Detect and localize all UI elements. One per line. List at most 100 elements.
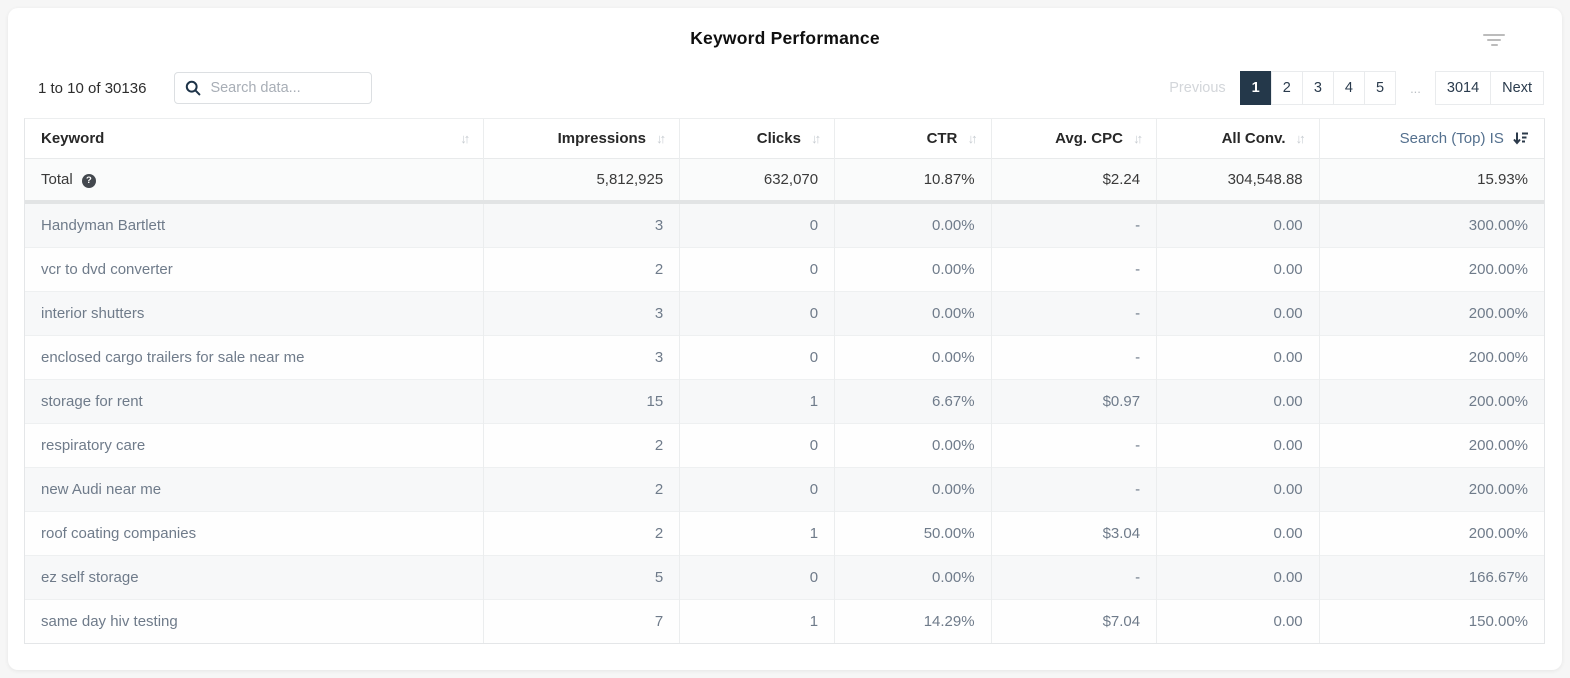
pagination-page-3[interactable]: 3 [1301,71,1334,105]
all-conv-cell: 0.00 [1156,291,1320,336]
search-top-is-cell: 200.00% [1318,247,1544,292]
sort-updown-icon[interactable]: ↓↑ [811,131,821,146]
table-row[interactable]: respiratory care 2 0 0.00% - 0.00 200.00… [25,423,1544,468]
column-label: Clicks [756,130,801,147]
table-row[interactable]: same day hiv testing 7 1 14.29% $7.04 0.… [25,599,1544,643]
search-top-is-cell: 200.00% [1318,423,1544,468]
total-label-cell: Total ? [25,158,484,204]
search-box[interactable] [174,72,373,104]
filter-bar [1483,34,1505,36]
impressions-cell: 3 [483,335,680,380]
clicks-cell: 0 [679,202,835,248]
table-row[interactable]: enclosed cargo trailers for sale near me… [25,335,1544,380]
keyword-table: ↓↑ Keyword Impressions ↓↑ Clicks ↓↑ CTR … [24,118,1545,644]
impressions-cell: 5 [483,555,680,600]
ctr-cell: 50.00% [834,511,992,556]
impressions-cell: 2 [483,247,680,292]
avg-cpc-cell: - [990,555,1157,600]
impressions-cell: 2 [483,467,680,512]
pagination-previous-button[interactable]: Previous [1169,80,1226,96]
total-impressions: 5,812,925 [483,158,680,204]
filter-lines-icon[interactable] [1482,34,1506,50]
clicks-cell: 1 [679,511,835,556]
impressions-cell: 3 [483,202,680,248]
search-input[interactable] [210,80,362,96]
keyword-cell: enclosed cargo trailers for sale near me [25,335,484,380]
keyword-cell: new Audi near me [25,467,484,512]
table-row[interactable]: interior shutters 3 0 0.00% - 0.00 200.0… [25,291,1544,336]
table-header: ↓↑ Keyword Impressions ↓↑ Clicks ↓↑ CTR … [25,119,1544,159]
pagination-page-5[interactable]: 5 [1363,71,1397,105]
pagination-next-button[interactable]: Next [1490,71,1544,105]
all-conv-cell: 0.00 [1156,335,1320,380]
column-label: CTR [926,130,958,147]
keyword-cell: storage for rent [25,379,484,424]
pagination-last-page-button[interactable]: 3014 [1434,71,1492,105]
search-top-is-cell: 200.00% [1318,291,1544,336]
column-label: Keyword [41,130,105,147]
ctr-cell: 0.00% [834,555,992,600]
column-header-ctr[interactable]: CTR ↓↑ [834,119,992,159]
all-conv-cell: 0.00 [1156,423,1320,468]
all-conv-cell: 0.00 [1156,379,1320,424]
column-header-avg-cpc[interactable]: Avg. CPC ↓↑ [990,119,1157,159]
search-top-is-cell: 300.00% [1318,202,1544,248]
sort-updown-icon[interactable]: ↓↑ [967,131,978,146]
table-row[interactable]: ez self storage 5 0 0.00% - 0.00 166.67% [25,555,1544,600]
table-row[interactable]: new Audi near me 2 0 0.00% - 0.00 200.00… [25,467,1544,512]
sort-amount-desc-icon [1513,132,1528,145]
search-icon [186,80,201,96]
avg-cpc-cell: - [990,423,1157,468]
total-label: Total [41,171,73,188]
ctr-cell: 0.00% [834,423,992,468]
avg-cpc-cell: $3.04 [990,511,1157,556]
clicks-cell: 0 [679,335,835,380]
filter-bar [1487,39,1501,41]
avg-cpc-cell: $0.97 [990,379,1157,424]
column-header-all-conv[interactable]: All Conv. ↓↑ [1156,119,1320,159]
column-header-keyword[interactable]: ↓↑ Keyword [25,119,484,159]
avg-cpc-cell: - [990,467,1157,512]
table-row[interactable]: storage for rent 15 1 6.67% $0.97 0.00 2… [25,379,1544,424]
column-header-impressions[interactable]: Impressions ↓↑ [483,119,680,159]
column-header-search-top-is[interactable]: Search (Top) IS [1318,119,1544,159]
table-row[interactable]: roof coating companies 2 1 50.00% $3.04 … [25,511,1544,556]
impressions-cell: 15 [483,379,680,424]
pagination: Previous 1 2 3 4 5 ... 3014 Next [1169,71,1544,105]
table-total-section: Total ? 5,812,925 632,070 10.87% $2.24 3… [25,158,1544,204]
avg-cpc-cell: - [990,291,1157,336]
avg-cpc-cell: - [990,202,1157,248]
search-top-is-cell: 200.00% [1318,335,1544,380]
table-row[interactable]: vcr to dvd converter 2 0 0.00% - 0.00 20… [25,247,1544,292]
sort-updown-icon[interactable]: ↓↑ [460,131,470,146]
sort-updown-icon[interactable]: ↓↑ [1133,131,1143,146]
ctr-cell: 14.29% [834,599,992,643]
total-clicks: 632,070 [679,158,835,204]
total-row: Total ? 5,812,925 632,070 10.87% $2.24 3… [25,158,1544,204]
all-conv-cell: 0.00 [1156,202,1320,248]
keyword-cell: interior shutters [25,291,484,336]
pagination-page-1[interactable]: 1 [1239,71,1272,105]
avg-cpc-cell: $7.04 [990,599,1157,643]
pagination-page-4[interactable]: 4 [1332,71,1365,105]
sort-updown-icon[interactable]: ↓↑ [1295,131,1306,146]
pagination-page-2[interactable]: 2 [1270,71,1303,105]
clicks-cell: 0 [679,467,835,512]
keyword-cell: respiratory care [25,423,484,468]
column-header-clicks[interactable]: Clicks ↓↑ [679,119,835,159]
search-top-is-cell: 200.00% [1318,511,1544,556]
total-ctr: 10.87% [834,158,992,204]
table-row[interactable]: Handyman Bartlett 3 0 0.00% - 0.00 300.0… [25,202,1544,248]
page-title: Keyword Performance [690,28,880,48]
sort-updown-icon[interactable]: ↓↑ [656,131,666,146]
ctr-cell: 0.00% [834,335,992,380]
search-top-is-cell: 200.00% [1318,379,1544,424]
clicks-cell: 1 [679,599,835,643]
total-search-top-is: 15.93% [1318,158,1544,204]
ctr-cell: 0.00% [834,247,992,292]
keyword-performance-card: Keyword Performance 1 to 10 of 30136 Pre… [8,8,1562,670]
question-info-icon[interactable]: ? [81,173,96,188]
row-range-label: 1 to 10 of 30136 [38,79,147,97]
clicks-cell: 0 [679,423,835,468]
table-body: Handyman Bartlett 3 0 0.00% - 0.00 300.0… [25,202,1544,643]
